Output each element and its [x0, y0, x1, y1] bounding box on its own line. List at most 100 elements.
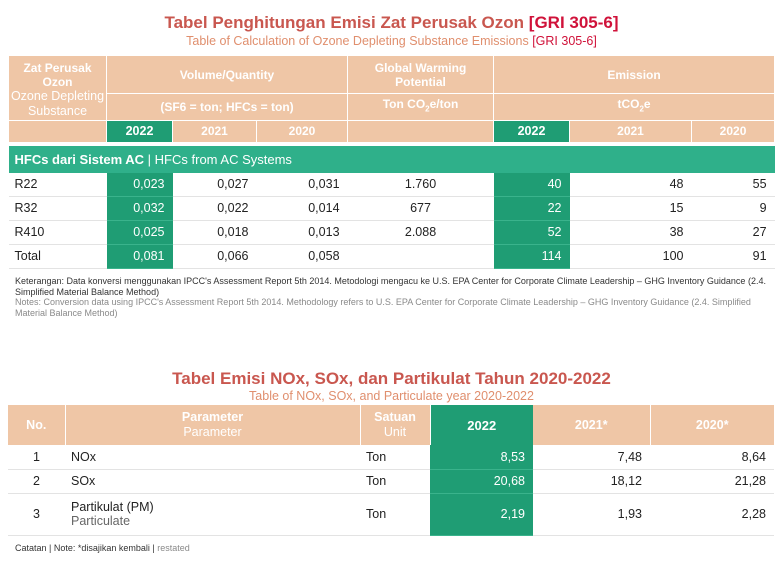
table1-subtitle-gri: [GRI 305-6] [532, 34, 597, 48]
cell-2021: 18,12 [533, 469, 650, 494]
cell-vol-2021: 0,027 [172, 172, 257, 197]
cell-em-2022: 22 [493, 196, 570, 221]
cell-2020: 8,64 [650, 445, 774, 470]
header-gwp-unit: Ton CO2e/ton [347, 93, 495, 121]
table-row: 1 NOx Ton 8,53 7,48 8,64 [8, 445, 774, 470]
cell-em-2020: 55 [691, 172, 775, 197]
cell-parameter: NOx [65, 445, 360, 470]
cell-gwp: 677 [347, 196, 494, 221]
cell-unit: Ton [360, 445, 430, 470]
header-unit: Satuan Unit [360, 405, 431, 445]
cell-no: 2 [8, 469, 65, 494]
cell-no: 3 [8, 493, 65, 536]
header-vol-2022: 2022 [106, 120, 173, 144]
table-row: R410 0,025 0,018 0,013 2.088 52 38 27 [8, 220, 775, 245]
cell-em-2021: 38 [569, 220, 692, 245]
table2-title: Tabel Emisi NOx, SOx, dan Partikulat Tah… [172, 369, 611, 388]
cell-em-2021: 15 [569, 196, 692, 221]
cell-em-2020: 27 [691, 220, 775, 245]
table1-title-gri: [GRI 305-6] [528, 13, 619, 32]
note2-id: Catatan | Note: *disajikan kembali [15, 543, 150, 553]
cell-2020: 2,28 [650, 493, 774, 536]
row-name: R32 [8, 196, 107, 221]
cell-no: 1 [8, 445, 65, 470]
header-emission-unit: tCO2e [493, 93, 776, 121]
cell-gwp [347, 244, 494, 269]
header-em-2020: 2020 [691, 120, 776, 144]
header-parameter-en: Parameter [183, 425, 242, 439]
header-unit-id: Satuan [374, 410, 416, 424]
cell-em-2022: 114 [493, 244, 570, 269]
cell-vol-2022: 0,032 [106, 196, 173, 221]
table2-subtitle: Table of NOx, SOx, and Particulate year … [249, 389, 534, 403]
note2-en: restated [157, 543, 190, 553]
cell-vol-2022: 0,023 [106, 172, 173, 197]
note-id: Keterangan: Data konversi menggunakan IP… [15, 276, 766, 297]
table1-subtitle: Table of Calculation of Ozone Depleting … [0, 34, 783, 48]
header-vol-2020: 2020 [255, 120, 349, 144]
nox-sox-table: No. Parameter Parameter Satuan Unit 2022… [8, 405, 774, 536]
cell-vol-2020: 0,014 [256, 196, 348, 221]
table-row: 2 SOx Ton 20,68 18,12 21,28 [8, 469, 774, 494]
header-gwp: Global Warming Potential [347, 55, 495, 94]
header-em-2022: 2022 [493, 120, 571, 144]
section-hfcs: HFCs dari Sistem AC | HFCs from AC Syste… [8, 141, 775, 173]
row-name: Total [8, 244, 107, 269]
header-substance-id: Zat Perusak Ozon [23, 61, 92, 89]
table-row: 3 Partikulat (PM) Particulate Ton 2,19 1… [8, 493, 774, 536]
cell-2020: 21,28 [650, 469, 774, 494]
cell-unit: Ton [360, 469, 430, 494]
table-row: R22 0,023 0,027 0,031 1.760 40 48 55 [8, 172, 775, 197]
cell-2021: 7,48 [533, 445, 650, 470]
cell-em-2021: 48 [569, 172, 692, 197]
cell-unit: Ton [360, 493, 430, 536]
header-parameter: Parameter Parameter [65, 405, 361, 445]
row-name: R22 [8, 172, 107, 197]
cell-vol-2021: 0,018 [172, 220, 257, 245]
header-volume-unit: (SF6 = ton; HFCs = ton) [105, 93, 349, 121]
row-name: R410 [8, 220, 107, 245]
cell-vol-2022: 0,081 [106, 244, 173, 269]
table1-subtitle-text: Table of Calculation of Ozone Depleting … [186, 34, 529, 48]
cell-vol-2021: 0,022 [172, 196, 257, 221]
header-em-2021: 2021 [569, 120, 693, 144]
cell-parameter-en: Particulate [71, 514, 131, 528]
cell-vol-2021: 0,066 [172, 244, 257, 269]
note-en: Notes: Conversion data using IPCC's Asse… [15, 297, 751, 318]
table1-title: Tabel Penghitungan Emisi Zat Perusak Ozo… [0, 13, 783, 33]
header-2022: 2022 [430, 405, 533, 445]
cell-parameter: Partikulat (PM) Particulate [65, 493, 360, 536]
header-unit-en: Unit [383, 425, 407, 439]
cell-2022: 20,68 [430, 469, 533, 494]
cell-2022: 2,19 [430, 493, 533, 536]
cell-em-2022: 52 [493, 220, 570, 245]
cell-vol-2020: 0,031 [256, 172, 348, 197]
header-substance: Zat Perusak Ozon Ozone Depleting Substan… [8, 55, 107, 121]
header-2021: 2021* [533, 405, 651, 445]
table1-notes: Keterangan: Data konversi menggunakan IP… [15, 276, 775, 318]
table-row: R32 0,032 0,022 0,014 677 22 15 9 [8, 196, 775, 221]
total-row: Total 0,081 0,066 0,058 114 100 91 [8, 244, 775, 269]
cell-em-2021: 100 [569, 244, 692, 269]
cell-vol-2020: 0,013 [256, 220, 348, 245]
table2-notes: Catatan | Note: *disajikan kembali | res… [15, 543, 190, 553]
header-substance-en: Ozone Depleting Substance [10, 89, 105, 118]
cell-em-2020: 9 [691, 196, 775, 221]
header-gwp-blank [347, 120, 495, 144]
cell-gwp: 1.760 [347, 172, 494, 197]
cell-em-2022: 40 [493, 172, 570, 197]
cell-parameter: SOx [65, 469, 360, 494]
header-no: No. [8, 405, 66, 445]
header-substance-tail [8, 120, 107, 144]
header-parameter-id: Parameter [181, 410, 244, 424]
ods-emission-table: Zat Perusak Ozon Ozone Depleting Substan… [8, 55, 776, 269]
cell-2022: 8,53 [430, 445, 533, 470]
cell-2021: 1,93 [533, 493, 650, 536]
header-volume: Volume/Quantity [105, 55, 349, 94]
cell-vol-2020: 0,058 [256, 244, 348, 269]
cell-parameter-id: Partikulat (PM) [71, 500, 154, 514]
cell-vol-2022: 0,025 [106, 220, 173, 245]
cell-em-2020: 91 [691, 244, 775, 269]
header-2020: 2020* [650, 405, 774, 445]
table1-title-text: Tabel Penghitungan Emisi Zat Perusak Ozo… [164, 13, 525, 32]
